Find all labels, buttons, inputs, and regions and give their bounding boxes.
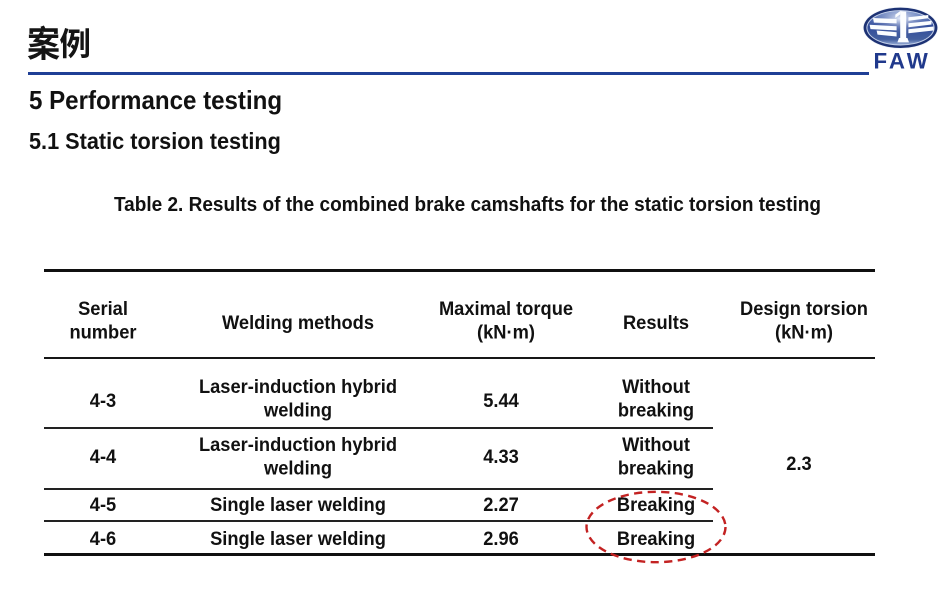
svg-text:FAW: FAW <box>874 49 931 74</box>
